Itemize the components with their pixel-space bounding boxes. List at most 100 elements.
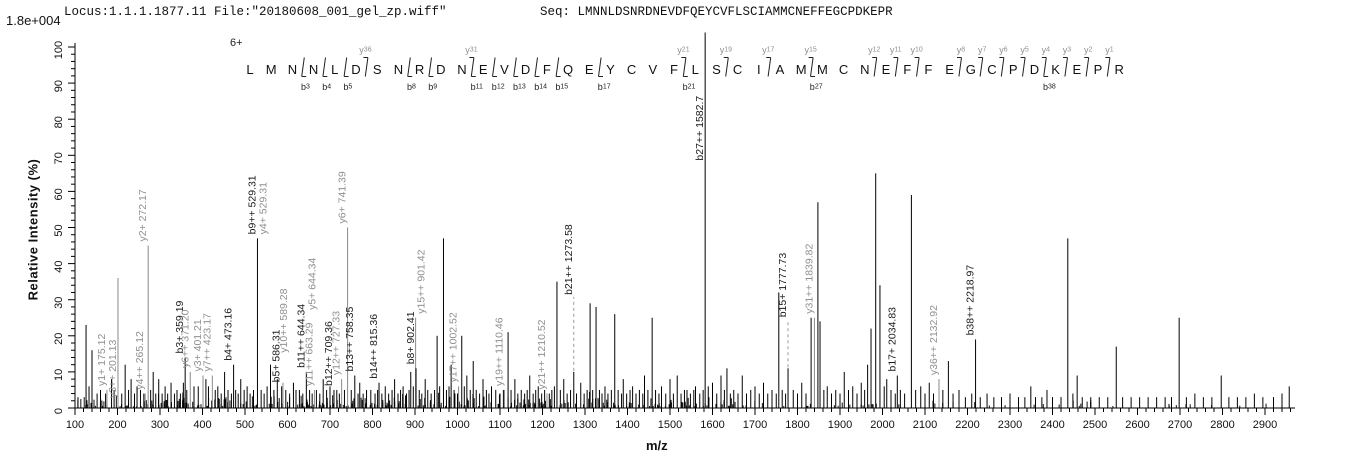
residue-16: Q bbox=[563, 62, 573, 77]
peak-label-y15++: y15++ 901.42 bbox=[416, 249, 428, 313]
residue-21: F bbox=[670, 62, 678, 77]
residue-14: D bbox=[521, 62, 530, 77]
fragment-bracket-8 bbox=[407, 57, 413, 77]
unlabeled-peaks bbox=[77, 173, 1290, 408]
x-tick-label: 1500 bbox=[658, 419, 682, 431]
peak-label-y6++: y6++ 371.20 bbox=[179, 309, 191, 368]
residue-38: D bbox=[1030, 62, 1039, 77]
residue-32: F bbox=[903, 62, 911, 77]
residue-28: M bbox=[817, 62, 828, 77]
x-tick-label: 1300 bbox=[573, 419, 597, 431]
residue-11: N bbox=[457, 62, 466, 77]
peak-label-y31++: y31++ 1839.82 bbox=[803, 244, 815, 314]
peak-label-b11++: b11++ 644.34 bbox=[295, 304, 307, 368]
peak-label-b13++: b13++ 758.35 bbox=[344, 307, 356, 372]
fragment-bracket-31 bbox=[893, 57, 899, 77]
fragment-bracket-17 bbox=[598, 57, 603, 77]
peak-label-y10++: y10++ 589.28 bbox=[278, 288, 290, 352]
residue-41: P bbox=[1094, 62, 1103, 77]
y-ion-label-y15: y15 bbox=[805, 45, 817, 55]
locus-file-label: Locus:1.1.1.1877.11 File:"20180608_001_g… bbox=[64, 5, 447, 19]
peak-label-y36++: y36++ 2132.92 bbox=[928, 305, 940, 375]
fragment-bracket-11 bbox=[469, 57, 476, 77]
residue-39: K bbox=[1051, 62, 1060, 77]
peak-label-y17++: y17++ 1002.52 bbox=[448, 312, 460, 382]
sequence-header-value: LMNNLDSNRDNEVDFQEYCVFLSCIAMMCNEFFEGCPDKE… bbox=[577, 5, 893, 19]
b-ion-label-b38: b38 bbox=[1043, 82, 1056, 92]
b-ion-label-b5: b5 bbox=[343, 82, 352, 92]
x-tick-label: 2000 bbox=[870, 419, 894, 431]
fragment-bracket-15 bbox=[555, 57, 561, 77]
x-tick-label: 900 bbox=[406, 419, 424, 431]
x-tick-label: 400 bbox=[193, 419, 211, 431]
fragment-bracket-9 bbox=[428, 57, 434, 77]
residue-31: E bbox=[882, 62, 891, 77]
y-tick-label: 90 bbox=[53, 80, 65, 92]
residue-24: C bbox=[733, 62, 742, 77]
peak-label-y6+: y6+ 741.39 bbox=[337, 171, 349, 223]
peak-label-b5+: b5+ 586.31 bbox=[271, 329, 283, 382]
x-tick-label: 2800 bbox=[1210, 419, 1234, 431]
residue-6: D bbox=[351, 62, 360, 77]
peak-label-y5+: y5+ 644.34 bbox=[306, 257, 318, 309]
residue-9: R bbox=[415, 62, 424, 77]
x-tick-label: 600 bbox=[278, 419, 296, 431]
residue-37: P bbox=[1009, 62, 1018, 77]
y-ion-label-y17: y17 bbox=[762, 45, 774, 55]
peak-label-y12++: y12++ 727.33 bbox=[331, 311, 343, 375]
peak-labels: y1+ 175.12 y3++ 201.13 y4++ 265.12 y2+ 272.… bbox=[96, 96, 977, 398]
fragment-bracket-37 bbox=[1020, 57, 1026, 77]
residue-7: S bbox=[373, 62, 382, 77]
residue-5: L bbox=[331, 62, 338, 77]
residue-10: D bbox=[436, 62, 445, 77]
residue-20: V bbox=[648, 62, 657, 77]
fragment-bracket-39 bbox=[1063, 57, 1068, 77]
fragment-bracket-23 bbox=[723, 57, 729, 77]
y-ion-label-y36: y36 bbox=[359, 45, 371, 55]
y-ion-label-y21: y21 bbox=[677, 45, 689, 55]
b-ion-label-b17: b17 bbox=[598, 82, 611, 92]
residue-13: V bbox=[500, 62, 509, 77]
fragment-bracket-36 bbox=[999, 57, 1005, 77]
b-ion-label-b13: b13 bbox=[513, 82, 526, 92]
fragment-bracket-40 bbox=[1084, 57, 1090, 77]
b-ion-label-b27: b27 bbox=[810, 82, 823, 92]
residue-4: N bbox=[309, 62, 318, 77]
residue-26: A bbox=[776, 62, 785, 77]
peak-label-y4++: y4++ 265.12 bbox=[134, 331, 146, 390]
residue-8: N bbox=[394, 62, 403, 77]
fragment-bracket-34 bbox=[957, 57, 962, 77]
residue-36: C bbox=[987, 62, 996, 77]
b-ion-label-b11: b11 bbox=[471, 82, 483, 92]
residue-3: N bbox=[288, 62, 297, 77]
peak-label-y3++: y3++ 201.13 bbox=[107, 339, 119, 398]
x-tick-label: 1000 bbox=[445, 419, 469, 431]
fragment-bracket-25 bbox=[766, 57, 772, 77]
fragment-bracket-12 bbox=[492, 57, 497, 77]
residue-15: F bbox=[543, 62, 551, 77]
x-tick-label: 100 bbox=[66, 419, 84, 431]
precursor-charge-label: 6+ bbox=[230, 37, 243, 49]
fragment-bracket-21 bbox=[681, 57, 688, 77]
fragment-bracket-3 bbox=[301, 57, 307, 77]
peak-label-y4+: y4+ 529.31 bbox=[257, 182, 269, 234]
fragment-bracket-32 bbox=[914, 57, 920, 77]
peak-label-y2+: y2+ 272.17 bbox=[137, 189, 149, 241]
b-ion-label-b14: b14 bbox=[534, 82, 547, 92]
y-ion-label-y11: y11 bbox=[890, 45, 902, 55]
x-tick-label: 800 bbox=[363, 419, 381, 431]
sequence-header: Seq: LMNNLDSNRDNEVDFQEYCVFLSCIAMMCNEFFEG… bbox=[540, 5, 893, 19]
residue-40: E bbox=[1072, 62, 1081, 77]
x-tick-label: 300 bbox=[151, 419, 169, 431]
y-ion-label-y8: y8 bbox=[957, 45, 966, 55]
axes: 100 200 300 400 500 600 700 800 900 1000 1100 1200 1… bbox=[53, 41, 1295, 431]
x-tick-label: 2900 bbox=[1253, 419, 1277, 431]
x-tick-label: 2200 bbox=[955, 419, 979, 431]
x-tick-label: 1900 bbox=[828, 419, 852, 431]
residue-22: L bbox=[692, 62, 699, 77]
residue-19: C bbox=[627, 62, 636, 77]
x-tick-label: 1700 bbox=[743, 419, 767, 431]
peak-label-y3+: y3+ 401.21 bbox=[192, 319, 204, 371]
